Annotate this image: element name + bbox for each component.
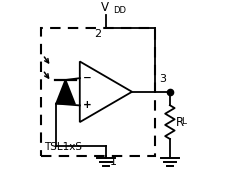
Polygon shape [56, 80, 74, 104]
Text: 3: 3 [159, 74, 166, 84]
Text: +: + [82, 100, 91, 110]
Text: −: − [82, 73, 91, 83]
Bar [41, 28, 154, 156]
Text: V: V [101, 1, 109, 14]
Text: TSL1xS: TSL1xS [44, 142, 82, 152]
Text: 2: 2 [94, 29, 101, 39]
Text: DD: DD [113, 6, 126, 15]
Text: R: R [175, 116, 183, 129]
Text: L: L [181, 117, 185, 126]
Text: 1: 1 [110, 157, 117, 167]
